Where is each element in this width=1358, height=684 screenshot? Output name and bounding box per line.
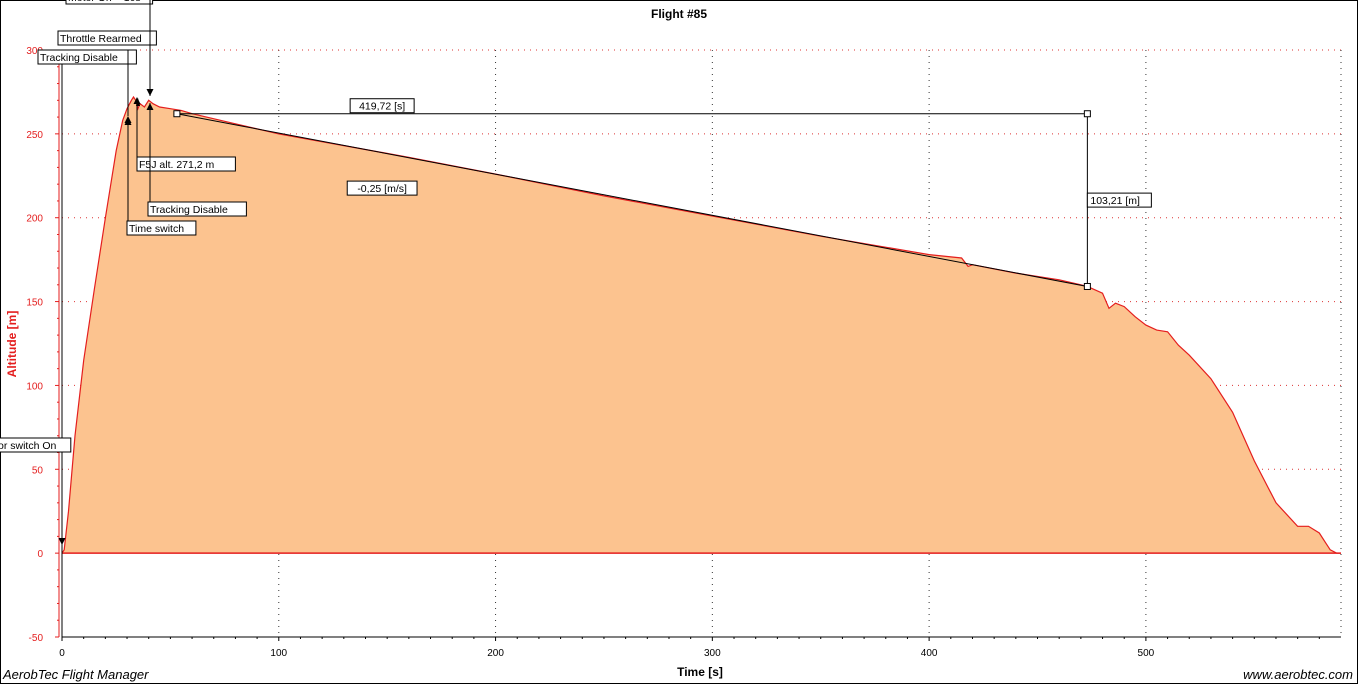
drop-label-box (1086, 192, 1152, 208)
y-tick-label: 150 (26, 298, 43, 309)
annotation-label: Time switch (129, 223, 184, 235)
y-tick-label: 300 (26, 46, 43, 57)
annotation-arrow (58, 538, 66, 545)
duration-label: 419,72 [s] (349, 98, 415, 114)
annotation-marker: F5J alt. 271,2 m (133, 97, 236, 172)
drop-label-text: 103,21 [m] (1090, 195, 1140, 207)
y-axis-label: Altitude [m] (5, 311, 19, 378)
x-tick-label: 200 (487, 648, 504, 659)
annotation-box (57, 30, 157, 46)
y-tick-label: -50 (29, 633, 44, 644)
measure-handle (173, 110, 181, 118)
annotation-arrow (136, 98, 140, 106)
x-axis-ticks: 0 100 200 300 400 500 (59, 637, 1320, 659)
y-tick-label: 100 (26, 381, 43, 392)
footer-app-name: AerobTec Flight Manager (2, 667, 149, 682)
duration-label-box (349, 98, 415, 114)
annotation-label: Motor On + 10s (68, 0, 141, 4)
drop-label: 103,21 [m] (1086, 192, 1152, 208)
annotation-arrow (124, 118, 132, 125)
y-tick-label: 200 (26, 214, 43, 225)
annotation-marker: Tracking Disable (146, 103, 247, 217)
annotation-arrow (146, 103, 154, 110)
measurement-overlay: 419,72 [s] 103,21 [m] -0,25 [m/s] (173, 98, 1152, 290)
duration-label-text: 419,72 [s] (359, 101, 405, 113)
rate-label-text: -0,25 [m/s] (357, 183, 407, 195)
x-tick-label: 100 (270, 648, 287, 659)
x-tick-label: 0 (59, 648, 65, 659)
y-axis-ticks: -50 0 50 100 150 200 250 300 (26, 46, 59, 644)
annotation-label: F5J alt. 271,2 m (139, 159, 215, 171)
annotation-label: Throttle Rearmed (60, 33, 142, 45)
y-tick-label: 0 (37, 549, 43, 560)
annotation-marker: Motor On + 10s (65, 0, 154, 96)
chart-title: Flight #85 (651, 7, 707, 21)
annotation-box (147, 201, 247, 217)
annotation-marker: Tracking Disable (37, 49, 137, 123)
altitude-area-fill (62, 97, 1341, 554)
x-tick-label: 500 (1138, 648, 1155, 659)
annotation-label: or switch On (0, 440, 57, 452)
x-tick-label: 400 (921, 648, 938, 659)
y-tick-label: 250 (26, 130, 43, 141)
annotation-box (126, 220, 197, 236)
axes (58, 50, 1341, 638)
annotation-marker: Throttle Rearmed (57, 30, 157, 96)
rate-label-box (346, 180, 418, 196)
annotation-box (65, 0, 154, 5)
event-annotations: Motor On + 10s Throttle Rearmed Tracking D… (0, 0, 247, 545)
x-axis-label: Time [s] (677, 665, 723, 679)
annotation-box (0, 437, 72, 453)
measure-handle (1083, 282, 1091, 290)
rate-line (176, 113, 1088, 287)
annotation-marker: Time switch (124, 118, 197, 236)
footer-website: www.aerobtec.com (1243, 667, 1353, 682)
annotation-marker: or switch On (0, 437, 72, 545)
measure-handle (1083, 110, 1091, 118)
annotation-box (37, 49, 137, 65)
x-tick-label: 300 (704, 648, 721, 659)
rate-label: -0,25 [m/s] (346, 180, 418, 196)
annotation-label: Tracking Disable (150, 204, 228, 216)
plot-area (61, 95, 1341, 554)
y-tick-label: 50 (32, 465, 44, 476)
annotation-label: Tracking Disable (40, 52, 118, 64)
annotation-box (136, 156, 236, 172)
